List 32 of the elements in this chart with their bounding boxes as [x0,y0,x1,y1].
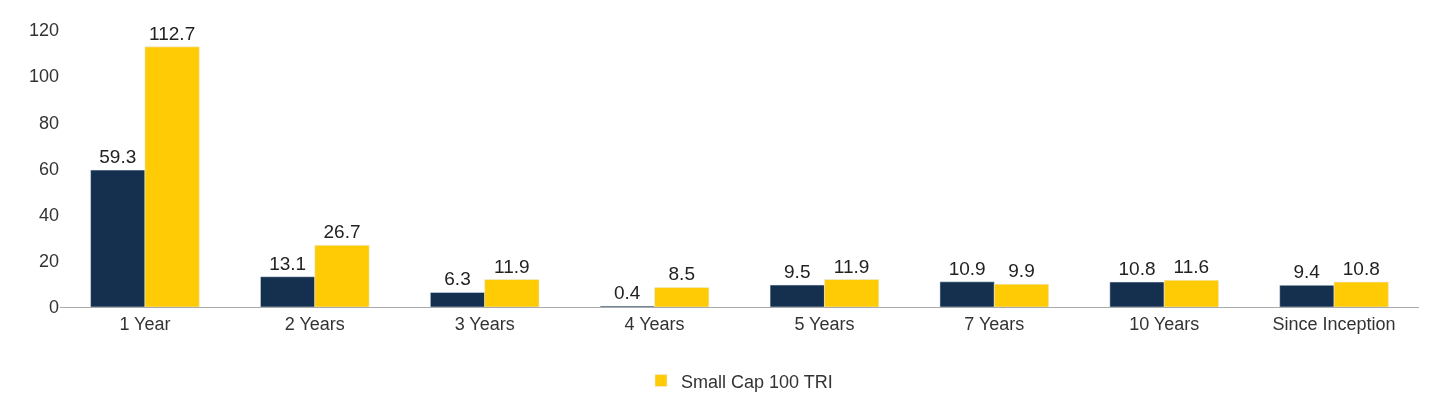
data-label: 26.7 [323,221,361,243]
y-tick-label: 40 [38,204,59,225]
x-tick-label: 5 Years [794,313,855,334]
data-label: 9.9 [1008,260,1035,282]
x-tick-label: 4 Years [624,313,685,334]
y-tick-label: 20 [38,251,59,272]
data-label: 10.8 [1342,258,1380,280]
x-tick-label: 1 Year [119,313,171,334]
data-label: 11.9 [833,255,870,277]
x-tick-label: 7 Years [964,313,1025,334]
data-label: 13.1 [269,252,307,274]
data-label: 10.9 [948,257,986,279]
data-label: 10.8 [1118,258,1156,280]
data-label: 11.6 [1173,256,1210,278]
x-tick-label: 2 Years [284,313,345,334]
data-label: 6.3 [444,268,471,290]
data-label: 0.4 [613,282,641,304]
x-tick-label: 3 Years [454,313,515,334]
data-label: 9.4 [1293,261,1321,283]
data-label: 11.9 [494,255,530,277]
x-tick-label: Since Inception [1272,313,1396,334]
data-label: 112.7 [149,22,196,44]
y-tick-label: 0 [48,297,59,318]
data-label: 59.3 [99,146,137,168]
data-label: 8.5 [668,263,695,285]
y-tick-label: 60 [38,158,59,179]
y-tick-label: 120 [28,20,59,41]
data-label: 9.5 [784,261,811,283]
x-tick-label: 10 Years [1129,313,1200,334]
y-tick-label: 80 [38,112,59,133]
legend-label: Small Cap 100 TRI [681,371,833,392]
y-tick-label: 100 [28,66,59,87]
